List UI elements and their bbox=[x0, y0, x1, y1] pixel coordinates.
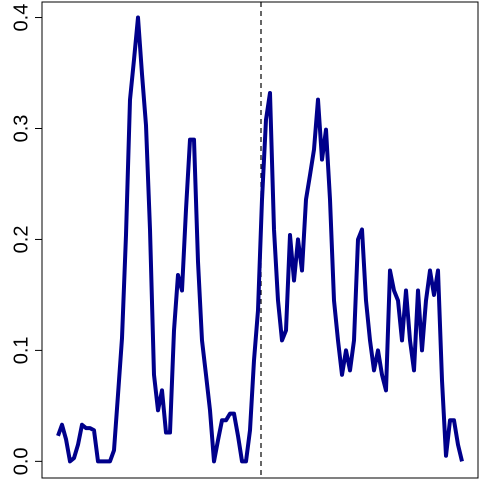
y-tick-label: 0.3 bbox=[10, 115, 32, 143]
y-tick-label: 0.1 bbox=[10, 336, 32, 364]
data-line bbox=[56, 15, 464, 464]
plot-frame bbox=[41, 1, 479, 479]
y-tick-label: 0.0 bbox=[10, 447, 32, 475]
y-tick-label: 0.4 bbox=[10, 4, 32, 32]
y-tick-label: 0.2 bbox=[10, 226, 32, 254]
